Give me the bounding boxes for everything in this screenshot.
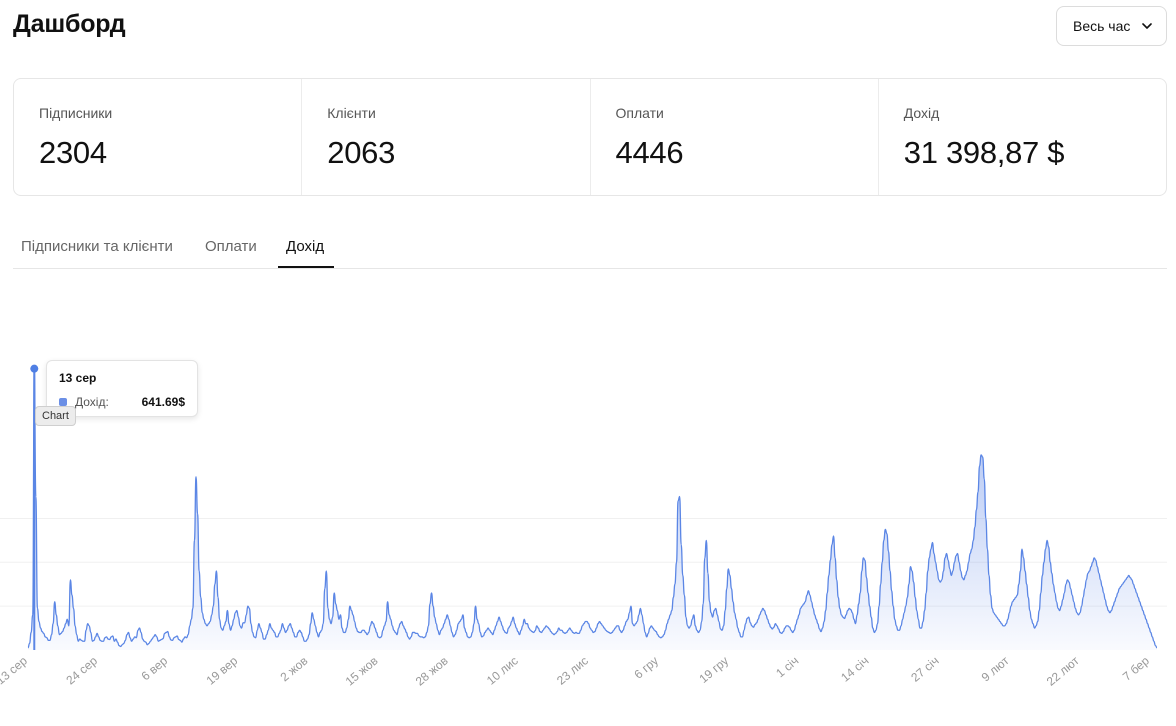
x-tick-label: 1 січ <box>773 654 801 681</box>
revenue-area <box>28 368 1157 650</box>
stat-label: Оплати <box>615 105 664 121</box>
x-tick-label: 24 сер <box>63 653 100 687</box>
active-tab-indicator <box>278 266 334 268</box>
x-tick-label: 13 сер <box>0 653 30 687</box>
x-tick-label: 19 гру <box>696 654 731 686</box>
chart-hover-hint: Chart <box>35 406 76 426</box>
x-tick-label: 19 вер <box>204 653 241 687</box>
tab-revenue[interactable]: Дохід <box>286 238 325 255</box>
revenue-line <box>27 367 1158 649</box>
hover-point <box>30 364 39 373</box>
tooltip-row: Дохід: 641.69$ <box>59 395 185 409</box>
x-tick-label: 22 лют <box>1044 653 1082 688</box>
time-range-value: Весь час <box>1073 18 1131 34</box>
tab-subscribers-clients[interactable]: Підписники та клієнти <box>21 238 173 255</box>
stat-value: 31 398,87 $ <box>903 135 1065 170</box>
stat-value: 4446 <box>615 135 684 170</box>
stat-value: 2063 <box>327 135 396 170</box>
x-tick-label: 6 гру <box>631 654 661 682</box>
page-title: Дашборд <box>13 10 126 38</box>
x-tick-label: 10 лис <box>484 654 521 688</box>
series-swatch-icon <box>59 398 67 406</box>
chevron-down-icon <box>1142 23 1153 29</box>
stat-card-subscribers: Підписники 2304 <box>14 79 303 195</box>
stat-card-revenue: Дохід 31 398,87 $ <box>879 79 1166 195</box>
tab-payments[interactable]: Оплати <box>205 238 257 255</box>
x-tick-label: 27 січ <box>908 654 941 685</box>
stat-label: Підписники <box>39 105 113 121</box>
chart-canvas[interactable]: 13 сер 24 сер 6 вер 19 вер 2 жов 15 жов 28 жов… <box>0 270 1176 726</box>
x-tick-label: 7 бер <box>1120 653 1152 683</box>
stat-card-clients: Клієнти 2063 <box>302 79 591 195</box>
stat-label: Клієнти <box>327 105 376 121</box>
x-tick-label: 14 січ <box>838 654 871 685</box>
chart-tabs: Підписники та клієнти Оплати Дохід <box>13 227 1167 269</box>
stat-value: 2304 <box>39 135 107 170</box>
revenue-chart[interactable]: 13 сер 24 сер 6 вер 19 вер 2 жов 15 жов 28 жов… <box>0 270 1176 726</box>
x-tick-label: 15 жов <box>343 654 381 689</box>
stat-card-payments: Оплати 4446 <box>591 79 879 195</box>
stat-label: Дохід <box>903 105 940 121</box>
x-tick-label: 9 лют <box>979 653 1012 684</box>
stats-panel: Підписники 2304 Клієнти 2063 Оплати 4446… <box>13 78 1167 196</box>
tooltip-date: 13 сер <box>59 371 97 385</box>
x-tick-label: 2 жов <box>278 654 311 685</box>
tooltip-series-label: Дохід: <box>75 395 109 409</box>
time-range-select[interactable]: Весь час <box>1056 6 1167 46</box>
x-tick-label: 6 вер <box>138 653 170 683</box>
x-tick-label: 28 жов <box>413 654 451 689</box>
tooltip-value: 641.69$ <box>141 395 185 409</box>
x-tick-label: 23 лис <box>554 654 591 688</box>
